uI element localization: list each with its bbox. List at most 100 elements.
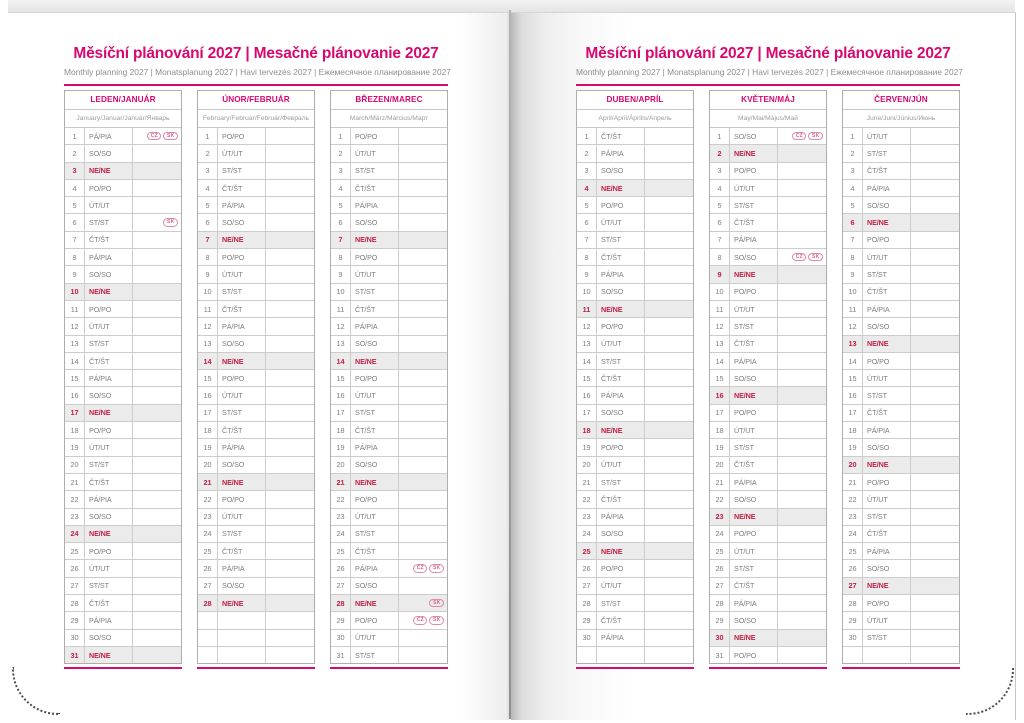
day-number — [198, 646, 218, 664]
day-of-week: PO/PO — [218, 370, 266, 387]
day-row-16: 16 PÁ/PIA — [577, 387, 693, 405]
day-row-17: 17 ČT/ŠT — [843, 404, 959, 423]
day-row-6: 6 ÚT/UT — [577, 214, 693, 232]
day-number: 30 — [843, 629, 863, 646]
month-languages: June/Juni/Június/Июнь — [843, 110, 959, 128]
day-row-13: 13 ÚT/UT — [577, 335, 693, 353]
notes-cell — [645, 163, 693, 179]
day-number: 26 — [577, 560, 597, 577]
day-of-week: ČT/ŠT — [863, 525, 911, 543]
day-number: 1 — [198, 128, 218, 145]
month-grid: 1 SO/SO CZ SK 2 NE/NE 3 PO/PO 4 ÚT/UT 5 ST/ST 6 ČT/ŠT… — [710, 128, 826, 664]
day-row-15: 15 PÁ/PIA — [65, 370, 181, 388]
day-row-15: 15 ČT/ŠT — [577, 370, 693, 388]
day-row-19: 19 ST/ST — [710, 439, 826, 457]
day-row-26: 26 PÁ/PIA — [198, 560, 314, 578]
notes-cell — [778, 197, 826, 213]
notes-cell — [399, 387, 447, 403]
day-number: 31 — [65, 646, 85, 664]
day-row-4: 4 ČT/ŠT — [331, 179, 447, 198]
day-number: 5 — [331, 197, 351, 214]
day-of-week: ČT/ŠT — [85, 352, 133, 370]
month-languages: March/März/Március/Март — [331, 110, 447, 128]
notes-cell — [778, 578, 826, 594]
day-of-week: ST/ST — [85, 214, 133, 231]
day-number: 9 — [331, 266, 351, 283]
day-number: 27 — [843, 577, 863, 595]
day-of-week: ST/ST — [218, 162, 266, 179]
day-of-week: ST/ST — [597, 352, 645, 370]
day-row-13: 13 ČT/ŠT — [710, 335, 826, 353]
day-of-week: ČT/ŠT — [863, 283, 911, 300]
day-of-week: SO/SO — [351, 456, 399, 473]
day-of-week: ÚT/UT — [351, 145, 399, 162]
day-number: 29 — [577, 612, 597, 629]
day-number: 12 — [577, 318, 597, 335]
day-of-week: PÁ/PIA — [863, 300, 911, 318]
month-underline — [576, 667, 694, 669]
month-underline — [64, 667, 182, 669]
notes-cell — [911, 214, 959, 230]
day-row-7: 7 ČT/ŠT — [65, 231, 181, 250]
day-of-week: SO/SO — [597, 283, 645, 300]
notes-cell — [645, 353, 693, 369]
notes-cell — [911, 595, 959, 611]
notes-cell — [266, 370, 314, 386]
day-row-16: 16 SO/SO — [65, 387, 181, 405]
notes-cell — [645, 197, 693, 213]
day-number: 7 — [710, 231, 730, 249]
day-row-3: 3 PO/PO — [710, 162, 826, 180]
day-of-week: SO/SO — [863, 439, 911, 456]
day-row-21: 21 NE/NE — [331, 473, 447, 492]
day-row-1: 1 PÁ/PIA CZ SK — [65, 128, 181, 146]
day-of-week: ČT/ŠT — [218, 543, 266, 560]
day-of-week: NE/NE — [351, 595, 399, 612]
day-number: 23 — [710, 508, 730, 525]
day-number: 28 — [843, 595, 863, 612]
page-title: Měsíční plánování 2027 | Mesačné plánova… — [73, 45, 439, 62]
day-row-20: 20 ST/ST — [65, 456, 181, 474]
day-number: 1 — [65, 128, 85, 145]
day-row-7: 7 NE/NE — [198, 231, 314, 250]
day-of-week: ČT/ŠT — [730, 214, 778, 231]
page-left-content: Měsíční plánování 2027 | Mesačné plánova… — [64, 45, 451, 669]
notes-cell — [399, 474, 447, 490]
day-number: 4 — [577, 179, 597, 197]
notes-cell — [266, 163, 314, 179]
notes-cell — [399, 266, 447, 282]
day-of-week: PO/PO — [85, 179, 133, 197]
notes-cell — [266, 439, 314, 455]
day-of-week: PÁ/PIA — [863, 179, 911, 197]
day-of-week: ST/ST — [730, 197, 778, 214]
day-number: 28 — [65, 595, 85, 612]
notes-cell — [645, 439, 693, 455]
day-of-week: PÁ/PIA — [597, 629, 645, 646]
day-of-week: ST/ST — [730, 318, 778, 335]
day-number: 17 — [577, 404, 597, 422]
day-number: 23 — [65, 508, 85, 525]
month-leden-januar: LEDEN/JANUÁR January/Januar/Január/Январ… — [64, 90, 182, 669]
day-of-week: ST/ST — [597, 473, 645, 491]
month-unor-februar: ÚNOR/FEBRUÁR February/Februar/Február/Фе… — [197, 90, 315, 669]
day-row-14: 14 ČT/ŠT — [65, 352, 181, 371]
day-row-9: 9 SO/SO — [65, 266, 181, 284]
day-row-24: 24 PO/PO — [710, 525, 826, 544]
day-of-week: SO/SO — [730, 249, 778, 266]
day-of-week: PO/PO — [730, 404, 778, 422]
day-number: 13 — [577, 335, 597, 352]
day-row-1: 1 ČT/ŠT — [577, 128, 693, 146]
notes-cell — [645, 405, 693, 421]
day-number: 23 — [577, 508, 597, 525]
day-row-4: 4 PO/PO — [65, 179, 181, 198]
day-row-8: 8 PÁ/PIA — [65, 249, 181, 267]
day-of-week: ÚT/UT — [351, 266, 399, 283]
day-number: 20 — [331, 456, 351, 473]
day-row-15: 15 ÚT/UT — [843, 370, 959, 388]
day-number: 22 — [65, 491, 85, 508]
day-row-16: 16 ÚT/UT — [331, 387, 447, 405]
day-of-week: PO/PO — [351, 370, 399, 387]
day-of-week: ST/ST — [351, 525, 399, 543]
notes-cell — [399, 457, 447, 473]
month-languages: January/Januar/Január/Январь — [65, 110, 181, 128]
day-number: 24 — [843, 525, 863, 543]
